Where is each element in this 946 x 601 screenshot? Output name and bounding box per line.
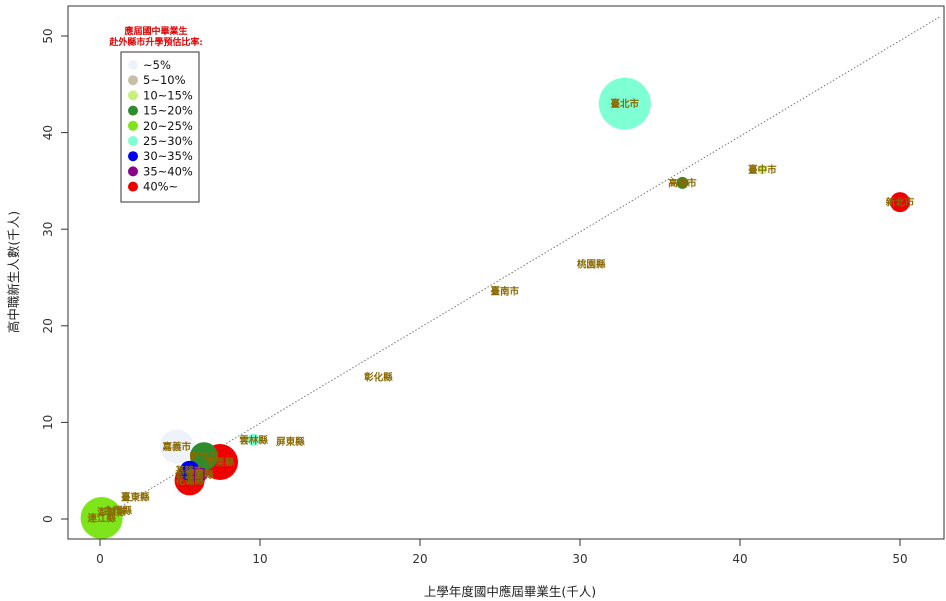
point-label: 桃園縣	[577, 258, 606, 270]
legend-swatch	[128, 90, 138, 101]
point-label: 高雄市	[668, 177, 697, 189]
data-point	[598, 77, 651, 130]
data-point	[247, 433, 260, 446]
y-tick-label: 20	[41, 318, 55, 333]
point-label: 苗栗縣	[206, 457, 235, 469]
x-tick-label: 40	[732, 552, 747, 566]
legend-label: 5~10%	[143, 73, 186, 87]
x-tick-label: 10	[252, 552, 267, 566]
legend-swatch	[128, 120, 138, 131]
legend-swatch	[128, 60, 138, 70]
legend-label: 15~20%	[143, 104, 193, 118]
legend-label: 40%~	[143, 180, 178, 194]
data-point	[159, 429, 194, 464]
point-label: 彰化縣	[364, 371, 393, 383]
data-point	[890, 192, 910, 213]
point-label: 金門縣	[102, 505, 132, 517]
point-label: 雲林縣	[239, 434, 268, 446]
point-label: 臺南市	[491, 286, 520, 298]
point-label: 屏東縣	[276, 436, 305, 448]
y-tick-label: 50	[41, 28, 55, 43]
x-tick-label: 0	[96, 552, 104, 566]
y-tick-label: 10	[41, 415, 55, 430]
legend-swatch	[128, 151, 138, 162]
x-tick-label: 20	[412, 552, 427, 566]
legend-swatch	[128, 181, 138, 192]
legend-label: 20~25%	[143, 119, 193, 133]
legend-label: 10~15%	[143, 88, 193, 102]
legend-title-line-2: 赴外縣市升學預估比率:	[108, 36, 202, 48]
y-tick-label: 30	[41, 222, 55, 237]
point-label: 臺東縣	[121, 491, 150, 503]
legend-swatch	[128, 136, 138, 146]
y-axis-title: 高中職新生人數(千人)	[6, 211, 21, 333]
point-label: 臺北市	[611, 98, 640, 110]
legend-swatch	[128, 166, 138, 177]
reference-line	[99, 16, 941, 520]
point-label: 新北市	[886, 197, 915, 209]
point-label: 連江縣	[87, 513, 116, 525]
data-point	[676, 176, 689, 189]
data-point	[80, 497, 123, 540]
legend: 應屆國中畢業生 赴外縣市升學預估比率: ~5%5~10%10~15% 15~20%…	[108, 25, 203, 203]
point-label: 澎湖縣	[97, 507, 126, 519]
data-point	[191, 466, 208, 483]
data-point	[757, 164, 768, 175]
legend-label: 25~30%	[143, 134, 193, 148]
legend-swatch	[128, 75, 138, 86]
point-label: 花蓮縣	[175, 475, 204, 487]
x-axis-title: 上學年度國中應屆畢業生(千人)	[424, 584, 596, 599]
legend-label: ~5%	[143, 58, 171, 72]
legend-label: 35~40%	[143, 164, 193, 178]
y-tick-label: 0	[41, 515, 55, 523]
point-label: 新竹市	[190, 451, 219, 463]
legend-swatch	[128, 105, 138, 116]
point-label: 臺中市	[748, 164, 777, 176]
data-point	[190, 442, 218, 471]
legend-label: 30~35%	[143, 149, 193, 163]
point-label: 基隆市	[174, 465, 204, 477]
y-tick-label: 40	[41, 125, 55, 140]
point-label: 嘉義市	[162, 441, 192, 453]
x-tick-label: 30	[572, 552, 587, 566]
x-tick-label: 50	[892, 552, 907, 566]
legend-title-line-1: 應屆國中畢業生	[124, 25, 187, 37]
point-label: 宜蘭縣	[185, 469, 214, 481]
